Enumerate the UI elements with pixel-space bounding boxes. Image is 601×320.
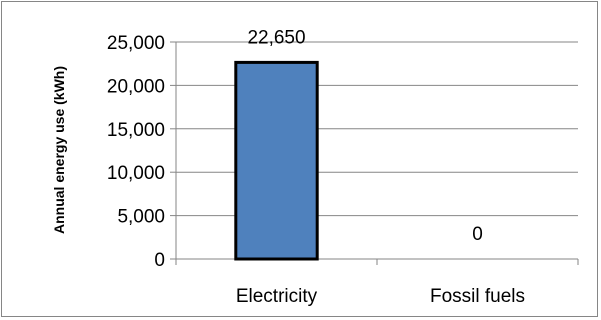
y-tick-label: 25,000 (107, 33, 165, 54)
y-tick-label: 15,000 (107, 120, 165, 141)
y-tick-label: 10,000 (107, 163, 165, 184)
bars (234, 60, 319, 261)
y-tick-label: 20,000 (107, 76, 165, 97)
y-tick-label: 5,000 (117, 207, 165, 228)
axes (170, 41, 579, 265)
data-label: 0 (472, 224, 483, 245)
labels: 0 5,000 10,000 15,000 20,000 25,000 22,650 Elec… (107, 27, 525, 307)
x-category-label: Electricity (236, 286, 318, 307)
y-tick-label: 0 (154, 250, 165, 271)
data-label: 22,650 (247, 27, 305, 48)
x-category-label: Fossil fuels (430, 286, 525, 307)
y-axis-title: Annual energy use (kWh) (51, 66, 67, 234)
bar (234, 60, 319, 261)
